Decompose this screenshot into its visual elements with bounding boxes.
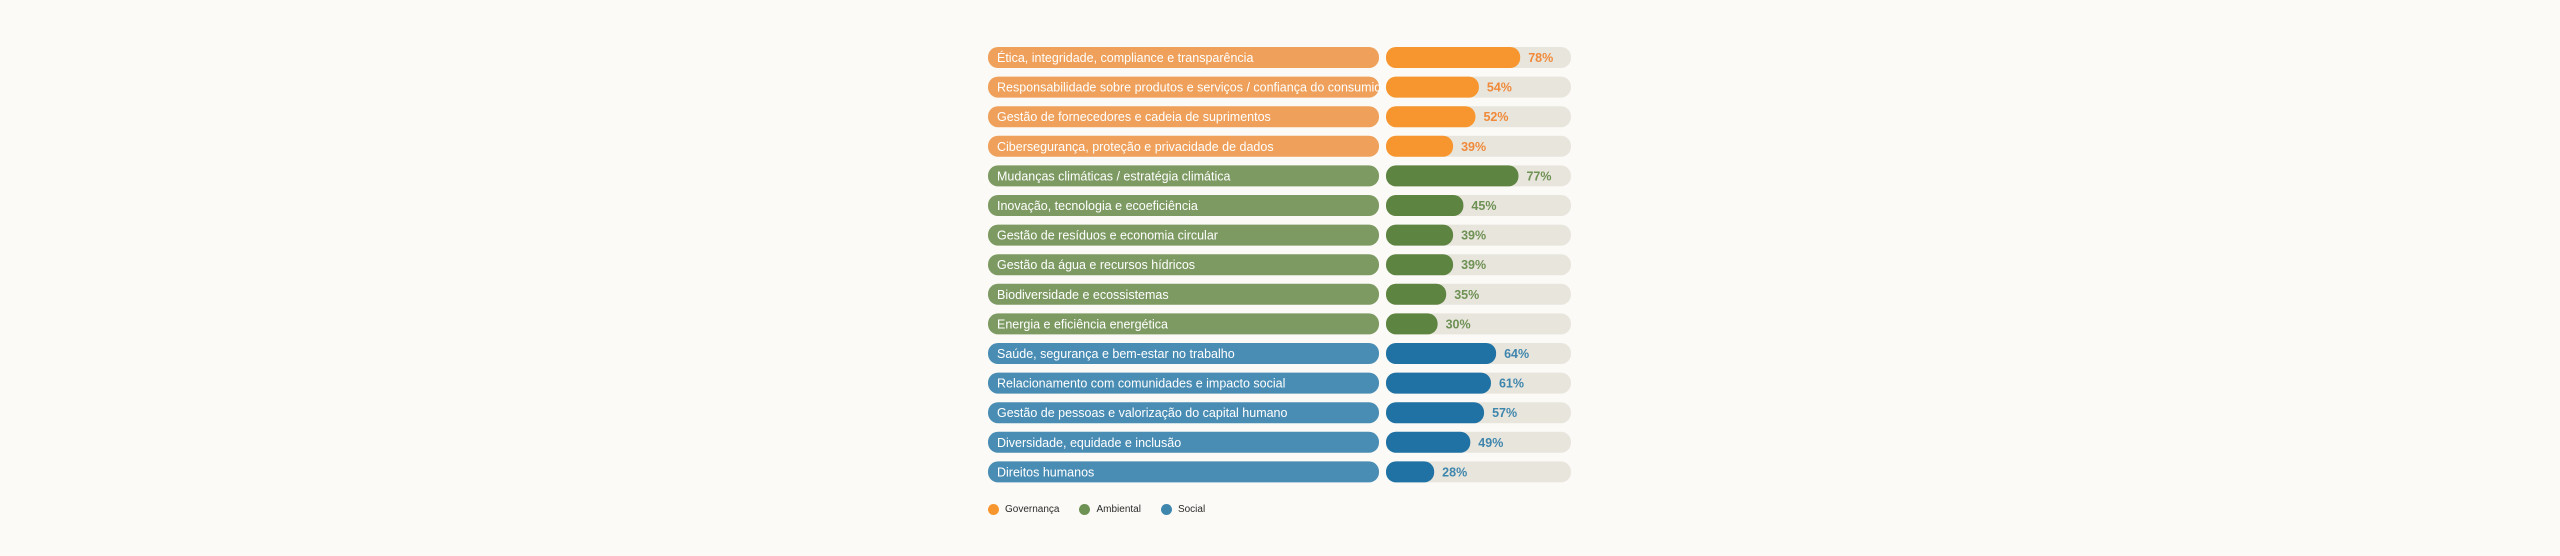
legend-label-governanca: Governança bbox=[1005, 504, 1060, 515]
bar-row-biodiversidade-e-ecossistemas: Biodiversidade e ecossistemas 35% bbox=[988, 283, 1571, 305]
label-pill-gestao-de-pessoas-e-valorizacao-do-capital-humano bbox=[988, 402, 1379, 424]
category-label-gestao-de-pessoas-e-valorizacao-do-capital-humano: Gestão de pessoas e valorização do capit… bbox=[997, 406, 1288, 420]
legend-item-social: Social bbox=[1160, 504, 1206, 515]
label-pill-ciberseguranca-protecao-e-privacidade-de-dados bbox=[988, 135, 1379, 157]
value-label-biodiversidade-e-ecossistemas: 35% bbox=[1454, 288, 1479, 302]
label-pill-energia-e-eficiencia-energetica bbox=[988, 313, 1379, 335]
value-label-direitos-humanos: 28% bbox=[1442, 465, 1467, 479]
bar-row-gestao-de-fornecedores-e-cadeia-de-suprimentos: Gestão de fornecedores e cadeia de supri… bbox=[988, 106, 1571, 128]
bar-biodiversidade-e-ecossistemas bbox=[1386, 283, 1447, 305]
value-label-saude-seguranca-e-bem-estar-no-trabalho: 64% bbox=[1504, 347, 1529, 361]
value-label-gestao-de-fornecedores-e-cadeia-de-suprimentos: 52% bbox=[1483, 110, 1508, 124]
bar-row-gestao-de-pessoas-e-valorizacao-do-capital-humano: Gestão de pessoas e valorização do capit… bbox=[988, 402, 1571, 424]
label-pill-saude-seguranca-e-bem-estar-no-trabalho bbox=[988, 343, 1379, 364]
bar-gestao-de-fornecedores-e-cadeia-de-suprimentos bbox=[1386, 106, 1476, 128]
category-label-ciberseguranca-protecao-e-privacidade-de-dados: Cibersegurança, proteção e privacidade d… bbox=[997, 140, 1274, 154]
label-pill-etica-integridade-compliance-e-transparencia bbox=[988, 47, 1379, 68]
category-label-etica-integridade-compliance-e-transparencia: Ética, integridade, compliance e transpa… bbox=[997, 50, 1253, 65]
bar-inovacao-tecnologia-e-ecoeficiencia bbox=[1386, 195, 1464, 216]
bar-relacionamento-com-comunidades-e-impacto-social bbox=[1386, 372, 1491, 394]
legend: Governança Ambiental Social bbox=[988, 504, 1205, 515]
label-pill-gestao-de-residuos-e-economia-circular bbox=[988, 224, 1379, 246]
value-label-diversidade-equidade-e-inclusao: 49% bbox=[1478, 436, 1503, 450]
bar-row-responsabilidade-sobre-produtos-e-servicos-confianca-do-consumidor: Responsabilidade sobre produtos e serviç… bbox=[988, 76, 1571, 98]
bar-row-ciberseguranca-protecao-e-privacidade-de-dados: Cibersegurança, proteção e privacidade d… bbox=[988, 135, 1571, 157]
bar-row-direitos-humanos: Direitos humanos 28% bbox=[988, 461, 1571, 483]
legend-swatch-governanca bbox=[988, 504, 999, 515]
category-label-inovacao-tecnologia-e-ecoeficiencia: Inovação, tecnologia e ecoeficiência bbox=[997, 199, 1198, 213]
category-label-relacionamento-com-comunidades-e-impacto-social: Relacionamento com comunidades e impacto… bbox=[997, 377, 1285, 391]
value-label-relacionamento-com-comunidades-e-impacto-social: 61% bbox=[1499, 377, 1524, 391]
category-label-responsabilidade-sobre-produtos-e-servicos-confianca-do-consumidor: Responsabilidade sobre produtos e serviç… bbox=[997, 81, 1392, 95]
bar-responsabilidade-sobre-produtos-e-servicos-confianca-do-consumidor bbox=[1386, 76, 1479, 98]
legend-swatch-ambiental bbox=[1079, 504, 1091, 515]
category-label-energia-e-eficiencia-energetica: Energia e eficiência energética bbox=[997, 317, 1168, 331]
bar-row-inovacao-tecnologia-e-ecoeficiencia: Inovação, tecnologia e ecoeficiência 45% bbox=[988, 195, 1571, 216]
category-label-gestao-de-residuos-e-economia-circular: Gestão de resíduos e economia circular bbox=[997, 229, 1218, 243]
label-pill-gestao-de-fornecedores-e-cadeia-de-suprimentos bbox=[988, 106, 1379, 128]
value-label-gestao-da-agua-e-recursos-hidricos: 39% bbox=[1461, 258, 1486, 272]
label-pill-inovacao-tecnologia-e-ecoeficiencia bbox=[988, 195, 1379, 216]
value-label-ciberseguranca-protecao-e-privacidade-de-dados: 39% bbox=[1461, 140, 1486, 154]
category-label-mudancas-climaticas-estrategia-climatica: Mudanças climáticas / estratégia climáti… bbox=[997, 169, 1230, 183]
bar-row-mudancas-climaticas-estrategia-climatica: Mudanças climáticas / estratégia climáti… bbox=[988, 165, 1571, 187]
label-pill-mudancas-climaticas-estrategia-climatica bbox=[988, 165, 1379, 187]
value-label-responsabilidade-sobre-produtos-e-servicos-confianca-do-consumidor: 54% bbox=[1487, 81, 1512, 95]
bar-gestao-da-agua-e-recursos-hidricos bbox=[1386, 254, 1454, 276]
value-label-energia-e-eficiencia-energetica: 30% bbox=[1446, 317, 1471, 331]
value-label-gestao-de-pessoas-e-valorizacao-do-capital-humano: 57% bbox=[1492, 406, 1517, 420]
legend-item-governanca: Governança bbox=[988, 504, 1059, 515]
bar-row-energia-e-eficiencia-energetica: Energia e eficiência energética 30% bbox=[988, 313, 1571, 335]
bar-diversidade-equidade-e-inclusao bbox=[1386, 431, 1471, 453]
label-pill-direitos-humanos bbox=[988, 461, 1379, 483]
bar-mudancas-climaticas-estrategia-climatica bbox=[1386, 165, 1519, 187]
category-label-direitos-humanos: Direitos humanos bbox=[997, 465, 1094, 479]
bar-gestao-de-residuos-e-economia-circular bbox=[1386, 224, 1454, 246]
bar-ciberseguranca-protecao-e-privacidade-de-dados bbox=[1386, 135, 1454, 157]
bar-row-etica-integridade-compliance-e-transparencia: Ética, integridade, compliance e transpa… bbox=[988, 47, 1571, 68]
value-label-gestao-de-residuos-e-economia-circular: 39% bbox=[1461, 229, 1486, 243]
label-pill-biodiversidade-e-ecossistemas bbox=[988, 283, 1379, 305]
bar-saude-seguranca-e-bem-estar-no-trabalho bbox=[1386, 343, 1497, 364]
category-label-biodiversidade-e-ecossistemas: Biodiversidade e ecossistemas bbox=[997, 288, 1169, 302]
category-label-saude-seguranca-e-bem-estar-no-trabalho: Saúde, segurança e bem-estar no trabalho bbox=[997, 347, 1235, 361]
legend-label-social: Social bbox=[1177, 504, 1206, 515]
category-label-diversidade-equidade-e-inclusao: Diversidade, equidade e inclusão bbox=[997, 436, 1181, 450]
bar-direitos-humanos bbox=[1386, 461, 1435, 483]
bar-row-relacionamento-com-comunidades-e-impacto-social: Relacionamento com comunidades e impacto… bbox=[988, 372, 1571, 394]
bar-row-gestao-de-residuos-e-economia-circular: Gestão de resíduos e economia circular 39… bbox=[988, 224, 1571, 246]
bar-etica-integridade-compliance-e-transparencia bbox=[1386, 47, 1521, 68]
bar-energia-e-eficiencia-energetica bbox=[1386, 313, 1438, 335]
label-pill-diversidade-equidade-e-inclusao bbox=[988, 431, 1379, 453]
value-label-etica-integridade-compliance-e-transparencia: 78% bbox=[1528, 51, 1553, 65]
bar-row-gestao-da-agua-e-recursos-hidricos: Gestão da água e recursos hídricos 39% bbox=[988, 254, 1571, 276]
category-label-gestao-da-agua-e-recursos-hidricos: Gestão da água e recursos hídricos bbox=[997, 258, 1195, 272]
label-pill-responsabilidade-sobre-produtos-e-servicos-confianca-do-consumidor bbox=[988, 76, 1379, 98]
legend-label-ambiental: Ambiental bbox=[1096, 504, 1141, 515]
label-pill-gestao-da-agua-e-recursos-hidricos bbox=[988, 254, 1379, 276]
bar-gestao-de-pessoas-e-valorizacao-do-capital-humano bbox=[1386, 402, 1485, 424]
bar-row-diversidade-equidade-e-inclusao: Diversidade, equidade e inclusão 49% bbox=[988, 431, 1571, 453]
label-pill-relacionamento-com-comunidades-e-impacto-social bbox=[988, 372, 1379, 394]
value-label-inovacao-tecnologia-e-ecoeficiencia: 45% bbox=[1471, 199, 1496, 213]
category-label-gestao-de-fornecedores-e-cadeia-de-suprimentos: Gestão de fornecedores e cadeia de supri… bbox=[997, 110, 1271, 124]
legend-item-ambiental: Ambiental bbox=[1079, 504, 1141, 515]
bar-row-saude-seguranca-e-bem-estar-no-trabalho: Saúde, segurança e bem-estar no trabalho… bbox=[988, 343, 1571, 364]
value-label-mudancas-climaticas-estrategia-climatica: 77% bbox=[1526, 169, 1551, 183]
legend-swatch-social bbox=[1160, 504, 1172, 515]
